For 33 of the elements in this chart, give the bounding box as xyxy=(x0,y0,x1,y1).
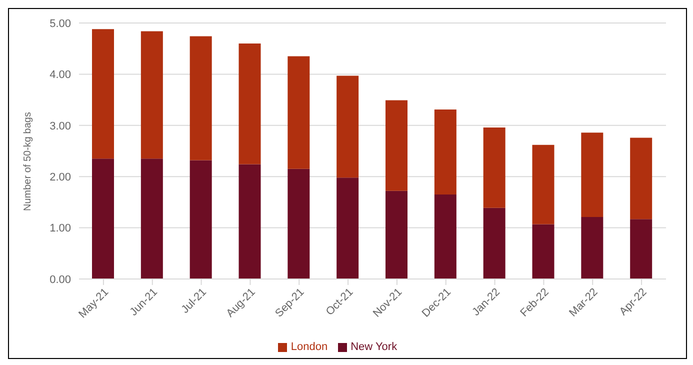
bar xyxy=(434,110,456,195)
legend-label: London xyxy=(290,341,328,353)
bar xyxy=(581,132,604,218)
bar xyxy=(92,29,114,159)
y-tick-label: 1.00 xyxy=(50,222,71,235)
bar xyxy=(434,194,456,279)
bar xyxy=(140,31,163,159)
bar xyxy=(386,100,408,191)
bar xyxy=(386,190,408,279)
bar xyxy=(190,36,212,160)
y-tick-label: 5.00 xyxy=(50,18,71,30)
bar xyxy=(238,164,261,279)
y-axis-title: Number of 50-kg bags xyxy=(22,112,34,211)
bar xyxy=(630,138,652,220)
bar xyxy=(336,76,359,178)
bar xyxy=(336,178,359,279)
bar xyxy=(238,43,261,164)
bar xyxy=(190,160,212,279)
y-tick-label: 4.00 xyxy=(50,69,71,82)
y-tick-label: 0.00 xyxy=(50,274,71,286)
y-tick-label: 2.00 xyxy=(50,172,71,184)
bar xyxy=(140,158,163,279)
y-tick-label: 3.00 xyxy=(50,120,71,132)
bar xyxy=(532,224,554,279)
bar xyxy=(288,168,310,279)
bar xyxy=(483,208,506,279)
bar xyxy=(581,217,604,279)
bar xyxy=(483,127,506,208)
bar xyxy=(92,158,114,279)
bar xyxy=(532,144,554,224)
bar xyxy=(288,56,310,169)
bar xyxy=(630,219,652,279)
legend-label: New York xyxy=(350,341,398,353)
